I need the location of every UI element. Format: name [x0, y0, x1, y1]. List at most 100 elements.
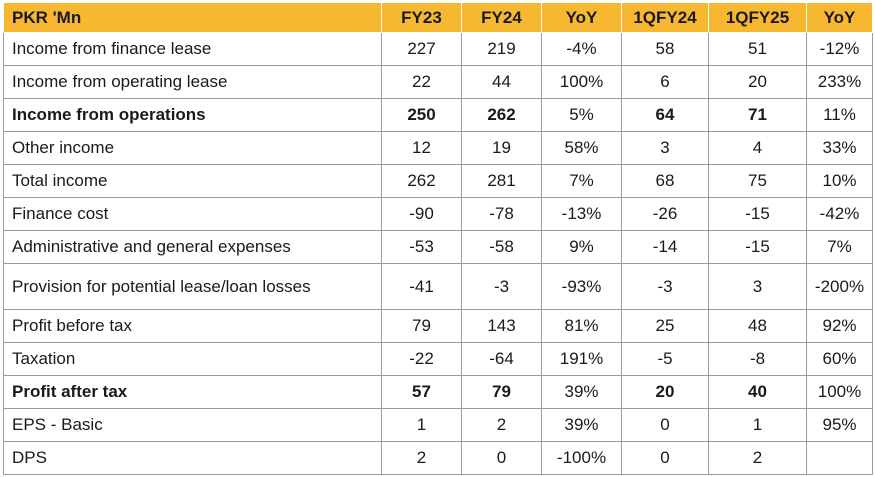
table-row: Other income 12 19 58% 3 4 33%: [3, 131, 873, 165]
row-label: Income from operating lease: [3, 65, 382, 99]
cell-1qfy25: 71: [708, 98, 807, 132]
cell-yoy: 39%: [541, 375, 622, 409]
cell-1qfy25: 40: [708, 375, 807, 409]
cell-yoy: 5%: [541, 98, 622, 132]
cell-1qfy25: 48: [708, 309, 807, 343]
cell-yoy: 100%: [541, 65, 622, 99]
row-label: Profit after tax: [3, 375, 382, 409]
cell-fy24: -78: [461, 197, 542, 231]
cell-yoy: -13%: [541, 197, 622, 231]
cell-1qfy25: 4: [708, 131, 807, 165]
row-label: Administrative and general expenses: [3, 230, 382, 264]
cell-quarter-yoy: 33%: [806, 131, 873, 165]
table-row: Profit before tax 79 143 81% 25 48 92%: [3, 309, 873, 343]
table-row: Administrative and general expenses -53 …: [3, 230, 873, 264]
cell-1qfy24: -3: [621, 263, 709, 310]
cell-yoy: -93%: [541, 263, 622, 310]
row-label: Income from finance lease: [3, 32, 382, 66]
cell-fy24: 262: [461, 98, 542, 132]
cell-fy23: -22: [381, 342, 462, 376]
table-row: DPS 2 0 -100% 0 2: [3, 441, 873, 475]
cell-1qfy24: 3: [621, 131, 709, 165]
header-unit: PKR 'Mn: [3, 2, 382, 33]
cell-1qfy24: 0: [621, 408, 709, 442]
header-yoy: YoY: [541, 2, 622, 33]
cell-yoy: 58%: [541, 131, 622, 165]
table-row: Profit after tax 57 79 39% 20 40 100%: [3, 375, 873, 409]
cell-fy23: 2: [381, 441, 462, 475]
cell-fy23: -90: [381, 197, 462, 231]
table-row: Finance cost -90 -78 -13% -26 -15 -42%: [3, 197, 873, 231]
cell-fy24: 281: [461, 164, 542, 198]
cell-fy24: 0: [461, 441, 542, 475]
cell-1qfy24: 64: [621, 98, 709, 132]
table-row: Taxation -22 -64 191% -5 -8 60%: [3, 342, 873, 376]
cell-quarter-yoy: [806, 441, 873, 475]
cell-1qfy24: -14: [621, 230, 709, 264]
cell-quarter-yoy: 11%: [806, 98, 873, 132]
cell-yoy: 39%: [541, 408, 622, 442]
header-fy23: FY23: [381, 2, 462, 33]
cell-1qfy25: -15: [708, 197, 807, 231]
cell-fy24: -58: [461, 230, 542, 264]
cell-1qfy25: -8: [708, 342, 807, 376]
cell-quarter-yoy: 92%: [806, 309, 873, 343]
cell-quarter-yoy: 95%: [806, 408, 873, 442]
cell-yoy: 191%: [541, 342, 622, 376]
cell-quarter-yoy: -200%: [806, 263, 873, 310]
table-row: Total income 262 281 7% 68 75 10%: [3, 164, 873, 198]
cell-quarter-yoy: 60%: [806, 342, 873, 376]
cell-fy23: 57: [381, 375, 462, 409]
cell-1qfy24: 58: [621, 32, 709, 66]
cell-fy23: 12: [381, 131, 462, 165]
cell-quarter-yoy: -42%: [806, 197, 873, 231]
cell-1qfy25: 51: [708, 32, 807, 66]
cell-fy24: 143: [461, 309, 542, 343]
row-label: Income from operations: [3, 98, 382, 132]
row-label: Provision for potential lease/loan losse…: [3, 263, 382, 310]
cell-fy23: 79: [381, 309, 462, 343]
table-row: Income from finance lease 227 219 -4% 58…: [3, 32, 873, 66]
table-row: Income from operations 250 262 5% 64 71 …: [3, 98, 873, 132]
cell-1qfy24: 0: [621, 441, 709, 475]
cell-fy24: 219: [461, 32, 542, 66]
cell-1qfy24: -26: [621, 197, 709, 231]
cell-1qfy24: -5: [621, 342, 709, 376]
cell-fy23: -53: [381, 230, 462, 264]
financial-summary-table: PKR 'Mn FY23 FY24 YoY 1QFY24 1QFY25 YoY …: [3, 2, 873, 475]
cell-fy24: 19: [461, 131, 542, 165]
cell-1qfy25: 75: [708, 164, 807, 198]
header-quarter-yoy: YoY: [806, 2, 873, 33]
cell-fy23: 22: [381, 65, 462, 99]
cell-quarter-yoy: 233%: [806, 65, 873, 99]
cell-fy24: 79: [461, 375, 542, 409]
cell-fy24: 44: [461, 65, 542, 99]
cell-fy24: -3: [461, 263, 542, 310]
cell-1qfy24: 25: [621, 309, 709, 343]
cell-fy23: 1: [381, 408, 462, 442]
cell-1qfy24: 20: [621, 375, 709, 409]
cell-yoy: 9%: [541, 230, 622, 264]
cell-yoy: 7%: [541, 164, 622, 198]
row-label: Taxation: [3, 342, 382, 376]
cell-fy23: 262: [381, 164, 462, 198]
cell-fy24: -64: [461, 342, 542, 376]
cell-1qfy25: 20: [708, 65, 807, 99]
cell-quarter-yoy: 7%: [806, 230, 873, 264]
row-label: Other income: [3, 131, 382, 165]
cell-1qfy25: 2: [708, 441, 807, 475]
table-row: Provision for potential lease/loan losse…: [3, 263, 873, 310]
cell-1qfy24: 68: [621, 164, 709, 198]
cell-1qfy24: 6: [621, 65, 709, 99]
cell-fy23: 227: [381, 32, 462, 66]
cell-fy23: 250: [381, 98, 462, 132]
cell-1qfy25: 3: [708, 263, 807, 310]
cell-yoy: -100%: [541, 441, 622, 475]
cell-fy23: -41: [381, 263, 462, 310]
header-1qfy24: 1QFY24: [621, 2, 709, 33]
header-fy24: FY24: [461, 2, 542, 33]
row-label: DPS: [3, 441, 382, 475]
table-row: EPS - Basic 1 2 39% 0 1 95%: [3, 408, 873, 442]
row-label: Profit before tax: [3, 309, 382, 343]
table-header-row: PKR 'Mn FY23 FY24 YoY 1QFY24 1QFY25 YoY: [3, 2, 873, 33]
